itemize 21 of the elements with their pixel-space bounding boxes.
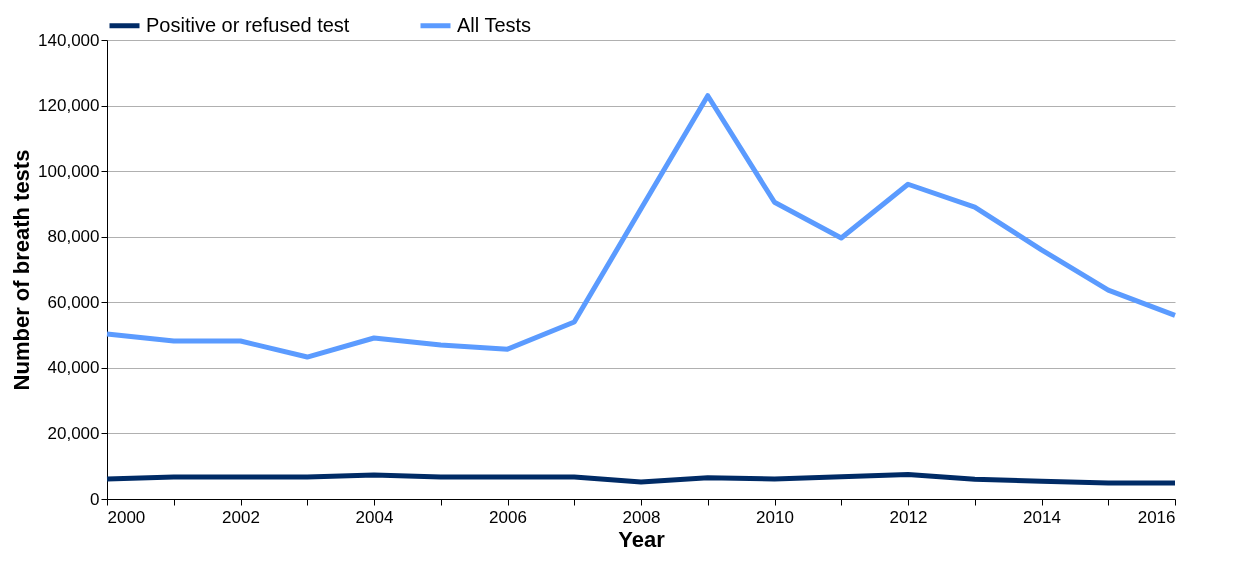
x-tick-label: 2012 — [889, 507, 928, 527]
x-tick-label: 2014 — [1023, 507, 1061, 527]
y-tick-label: 20,000 — [47, 423, 100, 443]
y-tick-label: 0 — [90, 489, 100, 509]
x-tick-label: 2010 — [756, 507, 794, 527]
legend-label: Positive or refused test — [146, 13, 350, 36]
x-tick-label: 2000 — [107, 507, 146, 527]
y-tick-label: 60,000 — [47, 292, 100, 312]
y-tick-label: 100,000 — [38, 161, 100, 181]
y-tick-label: 80,000 — [47, 227, 100, 247]
legend-label: All Tests — [457, 13, 532, 36]
y-axis-title: Number of breath tests — [9, 149, 35, 391]
x-tick-label: 2008 — [622, 507, 661, 527]
x-tick-label: 2002 — [222, 507, 260, 527]
x-tick-label: 2004 — [355, 507, 394, 527]
y-tick-label: 120,000 — [38, 96, 100, 116]
y-tick-label: 140,000 — [38, 30, 100, 50]
x-tick-label: 2016 — [1137, 507, 1176, 527]
x-axis-title: Year — [618, 526, 666, 552]
x-tick-label: 2006 — [489, 507, 527, 527]
y-tick-label: 40,000 — [47, 358, 100, 378]
